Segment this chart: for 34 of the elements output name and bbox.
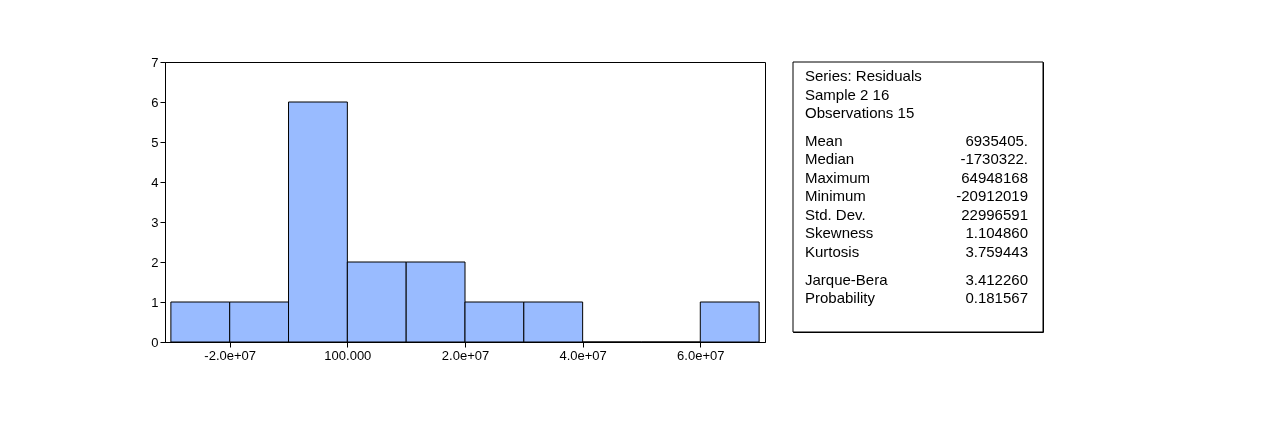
y-tick-label: 0	[151, 334, 159, 350]
y-tick-label: 4	[151, 174, 159, 190]
text: 1.104860	[965, 224, 1028, 242]
text: 3.759443	[965, 242, 1028, 260]
text: Kurtosis	[805, 242, 860, 260]
text: 0.181567	[965, 289, 1028, 306]
text: Minimum	[805, 187, 866, 205]
x-tick-label: -2.0e+07	[204, 347, 257, 363]
text: Sample 2 16	[805, 85, 890, 103]
text: Skewness	[805, 224, 874, 242]
text: Std. Dev.	[805, 205, 866, 223]
text: Median	[805, 150, 855, 168]
text: 6935405.	[965, 131, 1028, 149]
text: -20912019	[956, 187, 1028, 205]
text: Probability	[805, 289, 876, 306]
text: Jarque-Bera	[805, 270, 889, 288]
x-tick-label: 2.0e+07	[441, 347, 490, 363]
y-tick-label: 7	[151, 54, 159, 70]
text: 22996591	[961, 205, 1028, 223]
text: -1730322.	[960, 150, 1028, 168]
text: Observations 15	[805, 104, 915, 121]
text: Mean	[805, 131, 843, 149]
x-tick-label: 6.0e+07	[677, 347, 725, 363]
text: Maximum	[805, 168, 871, 186]
y-tick-label: 2	[151, 254, 159, 270]
text: Series: Residuals	[805, 67, 922, 84]
text: 3.412260	[965, 270, 1028, 288]
y-tick-label: 3	[151, 214, 159, 230]
text: 64948168	[961, 168, 1028, 186]
y-tick-label: 5	[151, 134, 159, 150]
y-tick-label: 6	[151, 94, 159, 110]
y-tick-label: 1	[151, 294, 159, 310]
x-tick-label: 100.000	[324, 347, 372, 363]
x-tick-label: 4.0e+07	[559, 347, 607, 363]
